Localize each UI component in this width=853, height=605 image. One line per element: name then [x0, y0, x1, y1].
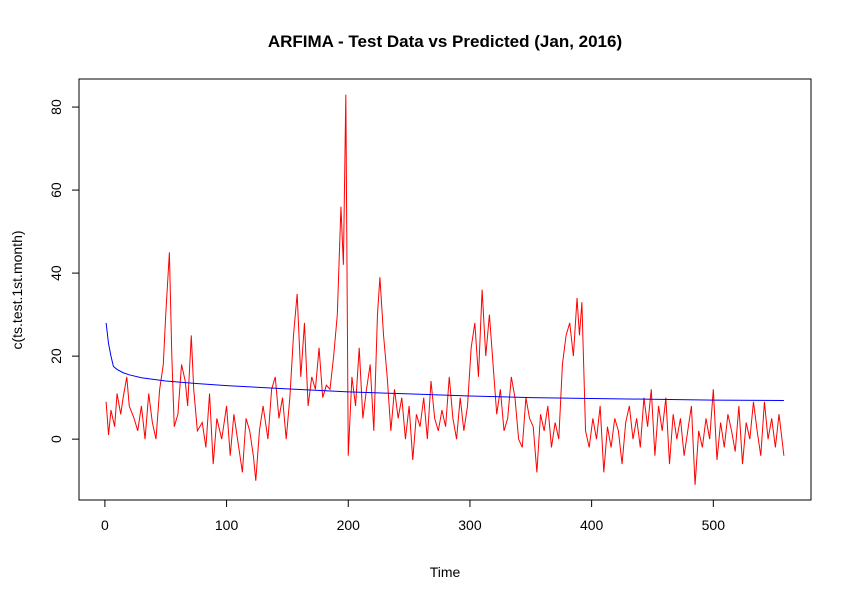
- y-tick-label: 40: [48, 265, 64, 281]
- series-line: [105, 322, 784, 402]
- series-line: [105, 94, 785, 485]
- x-tick-label: 100: [215, 517, 239, 533]
- y-tick-label: 60: [48, 182, 64, 198]
- y-tick-label: 80: [48, 99, 64, 115]
- y-axis-label: c(ts.test.1st.month): [9, 230, 25, 349]
- y-tick-label: 0: [48, 435, 64, 443]
- x-tick-label: 300: [458, 517, 482, 533]
- x-tick-label: 400: [580, 517, 604, 533]
- x-axis-label: Time: [430, 564, 461, 580]
- x-tick-label: 200: [337, 517, 361, 533]
- y-tick-label: 20: [48, 348, 64, 364]
- chart-title: ARFIMA - Test Data vs Predicted (Jan, 20…: [268, 32, 622, 51]
- x-tick-label: 0: [101, 517, 109, 533]
- x-tick-label: 500: [702, 517, 726, 533]
- plot-box: [78, 78, 812, 501]
